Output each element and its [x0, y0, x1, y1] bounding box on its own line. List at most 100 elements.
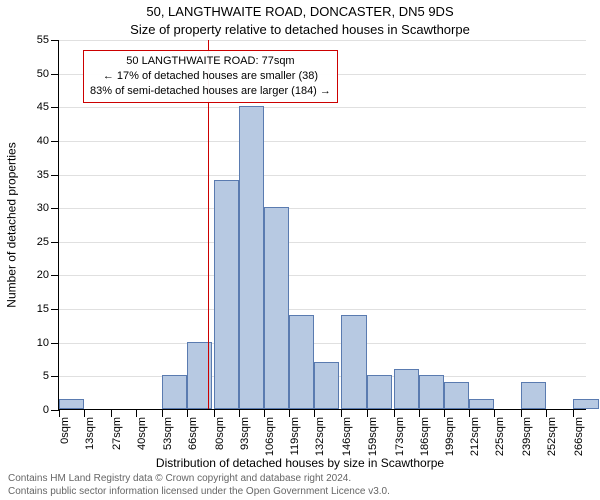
- y-tick: [51, 40, 59, 41]
- y-tick: [51, 275, 59, 276]
- x-tick-label: 239sqm: [521, 417, 533, 456]
- histogram-bar: [469, 399, 494, 409]
- x-tick-label: 199sqm: [444, 417, 456, 456]
- x-tick-label: 27sqm: [111, 417, 123, 450]
- y-tick: [51, 410, 59, 411]
- histogram-bar: [444, 382, 469, 409]
- x-tick-label: 80sqm: [214, 417, 226, 450]
- chart-container: 50, LANGTHWAITE ROAD, DONCASTER, DN5 9DS…: [0, 0, 600, 500]
- x-tick: [546, 409, 547, 417]
- y-tick: [51, 141, 59, 142]
- x-tick: [214, 409, 215, 417]
- x-tick: [289, 409, 290, 417]
- x-tick-label: 93sqm: [239, 417, 251, 450]
- annotation-box: 50 LANGTHWAITE ROAD: 77sqm← 17% of detac…: [83, 50, 338, 103]
- attribution-line1: Contains HM Land Registry data © Crown c…: [8, 473, 592, 486]
- y-tick-label: 40: [37, 135, 49, 147]
- annotation-line: 50 LANGTHWAITE ROAD: 77sqm: [90, 54, 331, 69]
- gridline: [59, 242, 586, 243]
- x-tick: [394, 409, 395, 417]
- gridline: [59, 343, 586, 344]
- gridline: [59, 275, 586, 276]
- x-tick: [59, 409, 60, 417]
- histogram-bar: [264, 207, 289, 409]
- y-tick: [51, 74, 59, 75]
- gridline: [59, 309, 586, 310]
- x-tick: [84, 409, 85, 417]
- histogram-bar: [239, 106, 264, 409]
- x-tick-label: 159sqm: [367, 417, 379, 456]
- x-tick-label: 212sqm: [469, 417, 481, 456]
- x-tick: [314, 409, 315, 417]
- x-tick: [573, 409, 574, 417]
- histogram-bar: [314, 362, 339, 409]
- annotation-line: ← 17% of detached houses are smaller (38…: [90, 69, 331, 84]
- y-tick: [51, 208, 59, 209]
- y-tick-label: 35: [37, 169, 49, 181]
- x-tick-label: 132sqm: [314, 417, 326, 456]
- x-tick-label: 40sqm: [136, 417, 148, 450]
- histogram-bar: [162, 375, 187, 409]
- y-tick-label: 20: [37, 269, 49, 281]
- histogram-bar: [289, 315, 314, 409]
- attribution: Contains HM Land Registry data © Crown c…: [8, 473, 592, 498]
- x-tick-label: 53sqm: [162, 417, 174, 450]
- y-tick-label: 15: [37, 303, 49, 315]
- x-tick-label: 225sqm: [494, 417, 506, 456]
- attribution-line2: Contains public sector information licen…: [8, 486, 592, 499]
- histogram-bar: [573, 399, 598, 409]
- y-tick-label: 30: [37, 202, 49, 214]
- x-tick: [111, 409, 112, 417]
- gridline: [59, 175, 586, 176]
- y-tick-label: 10: [37, 337, 49, 349]
- y-tick-label: 0: [43, 404, 49, 416]
- gridline: [59, 40, 586, 41]
- gridline: [59, 208, 586, 209]
- histogram-bar: [419, 375, 444, 409]
- x-tick: [367, 409, 368, 417]
- x-tick-label: 186sqm: [419, 417, 431, 456]
- chart-subtitle: Size of property relative to detached ho…: [0, 22, 600, 37]
- x-tick: [341, 409, 342, 417]
- histogram-bar: [394, 369, 419, 409]
- x-tick-label: 119sqm: [289, 417, 301, 455]
- y-axis-label: Number of detached properties: [2, 40, 22, 410]
- y-tick-label: 50: [37, 68, 49, 80]
- x-tick-label: 252sqm: [546, 417, 558, 456]
- x-tick: [187, 409, 188, 417]
- x-tick: [521, 409, 522, 417]
- y-tick-label: 45: [37, 101, 49, 113]
- x-tick-label: 173sqm: [394, 417, 406, 456]
- chart-title: 50, LANGTHWAITE ROAD, DONCASTER, DN5 9DS: [0, 4, 600, 19]
- y-tick: [51, 309, 59, 310]
- y-tick: [51, 107, 59, 108]
- y-tick-label: 25: [37, 236, 49, 248]
- x-tick: [162, 409, 163, 417]
- gridline: [59, 107, 586, 108]
- x-tick-label: 66sqm: [187, 417, 199, 450]
- x-tick: [239, 409, 240, 417]
- x-tick-label: 106sqm: [264, 417, 276, 456]
- x-tick: [136, 409, 137, 417]
- y-tick-label: 55: [37, 34, 49, 46]
- gridline: [59, 141, 586, 142]
- x-axis-label: Distribution of detached houses by size …: [0, 456, 600, 470]
- annotation-line: 83% of semi-detached houses are larger (…: [90, 84, 331, 99]
- histogram-bar: [214, 180, 239, 409]
- histogram-bar: [521, 382, 546, 409]
- x-tick-label: 146sqm: [341, 417, 353, 456]
- x-tick: [444, 409, 445, 417]
- y-tick: [51, 175, 59, 176]
- x-tick: [419, 409, 420, 417]
- histogram-bar: [341, 315, 366, 409]
- x-tick-label: 13sqm: [84, 417, 96, 450]
- x-tick-label: 0sqm: [59, 417, 71, 444]
- plot-area: 05101520253035404550550sqm13sqm27sqm40sq…: [58, 40, 586, 410]
- y-tick: [51, 376, 59, 377]
- y-tick: [51, 242, 59, 243]
- x-tick: [264, 409, 265, 417]
- x-tick: [494, 409, 495, 417]
- y-tick: [51, 343, 59, 344]
- y-tick-label: 5: [43, 370, 49, 382]
- histogram-bar: [367, 375, 392, 409]
